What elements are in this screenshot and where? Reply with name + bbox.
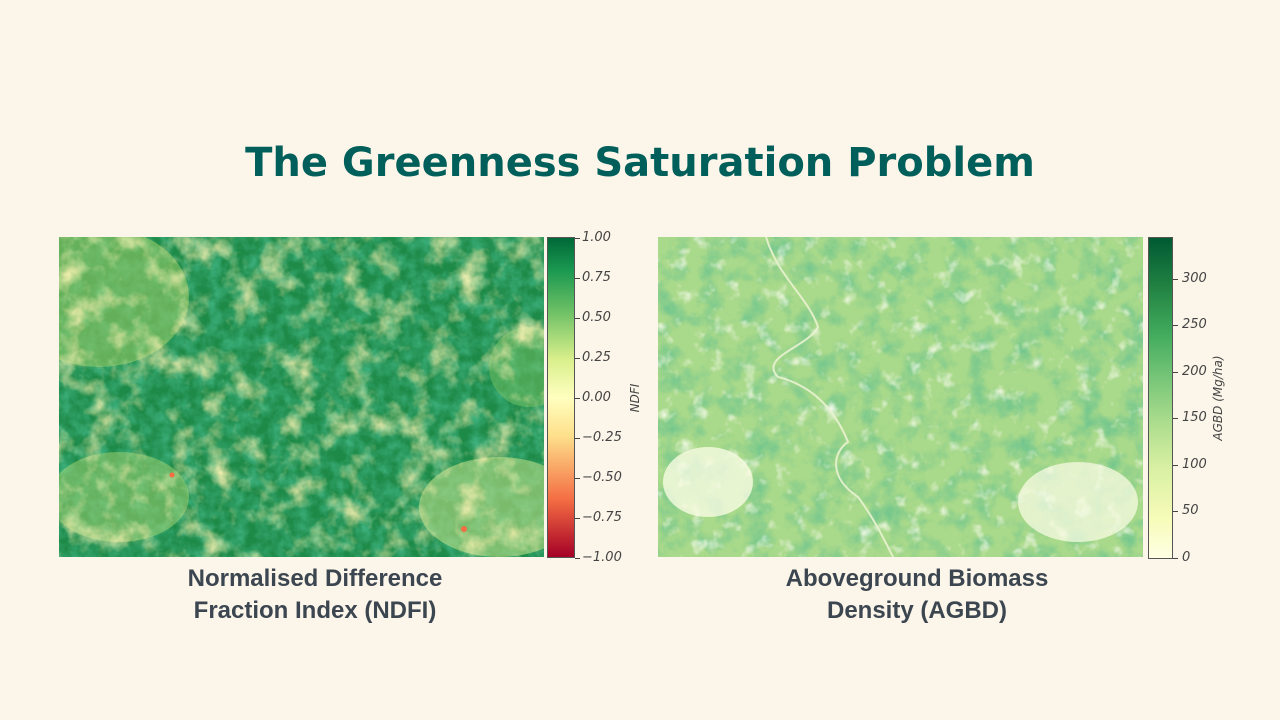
agbd-caption-line2: Density (AGBD) [826,597,1007,624]
agbd-colorbar-tick-mark [1173,325,1178,327]
agbd-colorbar-tick-label: 200 [1182,363,1207,379]
ndfi-colorbar-tick-mark [575,358,580,359]
ndfi-colorbar-tick-label: 1.00 [582,230,611,245]
agbd-map-image [658,237,1143,557]
ndfi-colorbar-tick-label: 0.50 [582,310,611,325]
ndfi-colorbar-label: NDFI [628,383,642,413]
agbd-colorbar-tick-label: 150 [1182,410,1207,426]
ndfi-colorbar-tick-label: 0.75 [582,270,611,285]
agbd-colorbar-tick-mark [1173,371,1178,373]
ndfi-colorbar-tick-mark [575,318,580,319]
agbd-colorbar-tick-label: 0 [1182,550,1191,565]
agbd-colorbar-tick-mark [1173,511,1178,513]
ndfi-colorbar-tick-mark [575,238,580,239]
ndfi-colorbar-tick-label: 0.00 [582,390,611,405]
ndfi-colorbar [547,237,575,558]
ndfi-colorbar-tick-label: 0.25 [582,350,611,365]
ndfi-colorbar-tick-mark [575,438,580,439]
ndfi-colorbar-tick-label: −0.75 [582,510,622,525]
agbd-colorbar-tick-label: 300 [1182,270,1207,286]
slide-title: The Greenness Saturation Problem [245,140,1035,186]
agbd-colorbar-tick-mark [1173,558,1178,559]
agbd-colorbar-tick-label: 250 [1182,317,1207,333]
agbd-colorbar-tick-mark [1173,278,1178,280]
agbd-colorbar-tick-label: 50 [1182,503,1199,519]
ndfi-colorbar-tick-mark [575,278,580,279]
ndfi-colorbar-tick-mark [575,518,580,519]
agbd-caption-line1: Aboveground Biomass [785,565,1049,592]
ndfi-colorbar-tick-label: −0.50 [582,470,622,485]
ndfi-map-image [59,237,544,557]
agbd-colorbar-tick-mark [1173,418,1178,420]
ndfi-caption-line2: Fraction Index (NDFI) [193,597,437,624]
ndfi-caption: Normalised Difference Fraction Index (ND… [140,563,490,627]
ndfi-colorbar-tick-label: −0.25 [582,430,622,445]
ndfi-colorbar-tick-mark [575,478,580,479]
agbd-caption: Aboveground Biomass Density (AGBD) [742,563,1092,627]
ndfi-caption-line1: Normalised Difference [187,565,443,592]
agbd-colorbar-tick-mark [1173,464,1178,466]
ndfi-colorbar-tick-label: −1.00 [582,550,622,565]
agbd-colorbar-label: AGBD (Mg/ha) [1211,355,1225,441]
agbd-colorbar-tick-label: 100 [1182,456,1207,472]
ndfi-colorbar-tick-mark [575,398,580,399]
ndfi-colorbar-tick-mark [575,558,580,559]
agbd-colorbar [1148,237,1173,559]
